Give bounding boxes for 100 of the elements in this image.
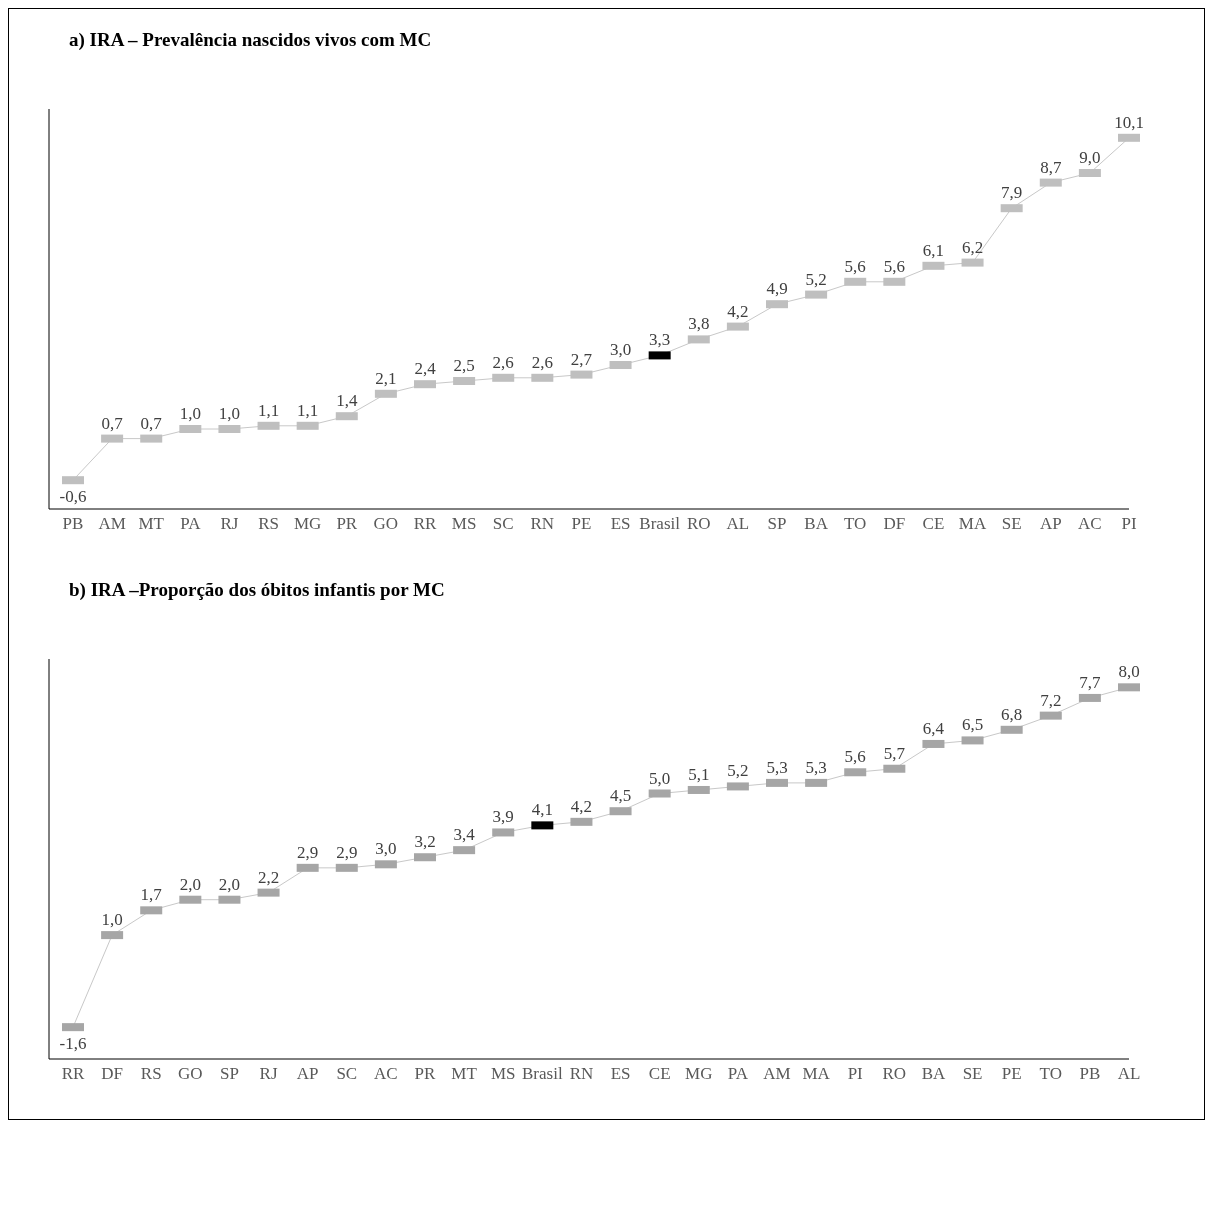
data-label: 1,0 — [101, 910, 123, 930]
data-label: 6,5 — [961, 715, 984, 735]
data-label: 1,7 — [140, 885, 163, 905]
data-label: 5,2 — [727, 761, 749, 781]
x-tick-label: PA — [727, 1064, 749, 1084]
x-tick-label: PB — [62, 514, 84, 534]
data-label: 0,7 — [140, 413, 163, 433]
x-tick-label: GO — [178, 1064, 203, 1084]
data-label: 0,7 — [101, 413, 124, 433]
x-tick-label: SE — [962, 1064, 983, 1084]
data-label: 7,2 — [1040, 690, 1062, 710]
x-tick-label: RO — [686, 514, 711, 534]
x-tick-label: MS — [490, 1064, 516, 1084]
x-tick-label: RJ — [220, 514, 239, 534]
x-tick-label: AC — [374, 1064, 398, 1084]
x-tick-label: AC — [1078, 514, 1102, 534]
data-label: 1,4 — [336, 391, 358, 411]
data-label: -1,6 — [59, 1034, 87, 1054]
x-tick-label: PE — [571, 514, 592, 534]
x-tick-label: SE — [1001, 514, 1022, 534]
data-label: 1,0 — [179, 404, 201, 423]
x-tick-label: RR — [413, 514, 437, 534]
data-label: 2,0 — [218, 874, 241, 894]
x-tick-label: RS — [140, 1064, 162, 1084]
x-tick-label: PI — [1121, 514, 1137, 534]
x-tick-label: DF — [883, 514, 906, 534]
x-tick-label: RJ — [259, 1064, 278, 1084]
data-label: 2,6 — [531, 352, 553, 372]
data-label: 10,1 — [1114, 112, 1144, 132]
data-label: 1,1 — [257, 400, 280, 420]
data-label: 3,0 — [609, 340, 632, 359]
chart-title: b) IRA –Proporção dos óbitos infantis por MC — [68, 578, 446, 602]
x-tick-label: TO — [844, 514, 867, 534]
x-tick-label: AP — [1039, 514, 1062, 534]
data-label: 2,4 — [414, 359, 437, 379]
data-label: 5,6 — [844, 256, 866, 276]
data-label: 3,9 — [492, 807, 514, 827]
data-label: 2,5 — [453, 356, 475, 375]
x-tick-label: Brasil — [522, 1064, 563, 1084]
x-tick-label: MA — [802, 1064, 831, 1084]
x-tick-label: MT — [138, 514, 165, 534]
x-tick-label: MG — [293, 514, 322, 534]
x-tick-label: DF — [101, 1064, 123, 1084]
data-label: 5,3 — [766, 757, 788, 777]
data-label: 4,9 — [766, 279, 788, 299]
data-label: 1,0 — [218, 404, 241, 423]
data-label: 6,1 — [922, 240, 945, 260]
data-label: 2,0 — [179, 874, 201, 894]
x-tick-label: PR — [414, 1064, 437, 1084]
x-tick-label: ES — [610, 514, 631, 534]
data-label: 4,2 — [570, 796, 593, 816]
x-tick-label: TO — [1039, 1064, 1062, 1084]
data-label: 5,6 — [883, 256, 905, 276]
x-tick-label: RN — [569, 1064, 594, 1084]
data-label: -0,6 — [59, 487, 87, 507]
data-label: 3,4 — [453, 825, 476, 845]
x-tick-label: GO — [373, 514, 399, 534]
data-label: 5,3 — [805, 757, 827, 777]
data-label: 4,5 — [609, 786, 632, 806]
x-tick-label: PB — [1079, 1064, 1101, 1084]
x-tick-label: AM — [98, 514, 126, 534]
data-label: 2,2 — [257, 867, 280, 887]
data-label: 5,7 — [883, 743, 906, 763]
x-tick-label: MT — [451, 1064, 478, 1084]
x-tick-label: CE — [922, 514, 945, 534]
x-tick-label: SP — [219, 1064, 239, 1084]
x-tick-label: RR — [61, 1064, 85, 1084]
data-label: 2,6 — [492, 352, 514, 372]
x-tick-label: MS — [451, 514, 477, 534]
data-label: 4,1 — [531, 800, 553, 820]
data-label: 2,9 — [336, 842, 358, 862]
x-tick-label: AP — [296, 1064, 319, 1084]
data-label: 2,7 — [570, 349, 593, 369]
x-tick-label: SC — [492, 514, 514, 534]
data-label: 2,1 — [375, 368, 397, 388]
data-label: 5,1 — [688, 764, 710, 784]
x-tick-label: PA — [180, 514, 202, 534]
x-tick-label: AM — [763, 1064, 791, 1084]
x-tick-label: PE — [1001, 1064, 1022, 1084]
data-label: 7,7 — [1079, 672, 1102, 692]
data-label: 6,8 — [1001, 704, 1023, 724]
x-tick-label: AL — [726, 514, 750, 534]
data-label: 3,3 — [649, 330, 671, 350]
x-tick-label: SP — [767, 514, 787, 534]
x-tick-label: Brasil — [639, 514, 681, 534]
data-label: 3,2 — [414, 832, 436, 852]
data-label: 4,2 — [727, 301, 749, 321]
x-tick-label: MA — [958, 514, 987, 534]
x-tick-label: MG — [685, 1064, 713, 1084]
data-label: 7,9 — [1001, 183, 1023, 203]
data-label: 1,1 — [297, 400, 319, 420]
x-tick-label: RN — [530, 514, 555, 534]
x-tick-label: PI — [847, 1064, 864, 1084]
data-label: 3,0 — [375, 839, 397, 859]
data-label: 5,2 — [805, 269, 827, 289]
x-tick-label: AL — [1117, 1064, 1141, 1084]
data-label: 2,9 — [297, 842, 319, 862]
data-label: 6,4 — [922, 718, 945, 738]
x-tick-label: SC — [336, 1064, 358, 1084]
x-tick-label: BA — [804, 514, 829, 534]
